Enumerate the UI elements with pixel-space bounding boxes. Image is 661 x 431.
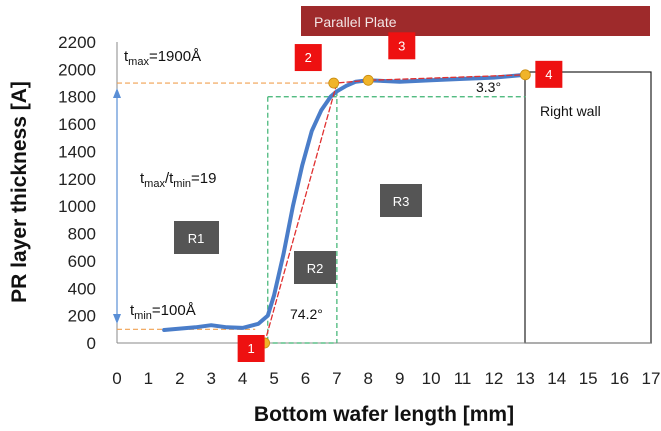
x-tick-label-3: 3 xyxy=(207,369,216,388)
x-tick-label-11: 11 xyxy=(454,369,472,388)
y-tick-label-3: 600 xyxy=(68,252,96,271)
y-tick-label-10: 2000 xyxy=(58,60,96,79)
parallel-plate-banner xyxy=(301,6,650,36)
shallow-angle-label: 3.3° xyxy=(476,79,501,95)
x-axis-title: Bottom wafer length [mm] xyxy=(254,403,514,426)
steep-angle-label: 74.2° xyxy=(290,306,323,322)
guide-lines xyxy=(117,82,526,344)
marker-label-3: 3 xyxy=(398,38,405,53)
x-tick-label-0: 0 xyxy=(112,369,121,388)
region-r3-label: R3 xyxy=(393,194,410,209)
x-tick-label-6: 6 xyxy=(301,369,310,388)
y-tick-label-0: 0 xyxy=(87,334,96,353)
y-tick-label-7: 1400 xyxy=(58,142,96,161)
x-tick-label-13: 13 xyxy=(516,369,535,388)
markers-group: 1 2 3 4 xyxy=(237,32,563,362)
marker-box-3 xyxy=(388,32,416,60)
marker-point-4 xyxy=(519,69,531,81)
x-tick-label-2: 2 xyxy=(175,369,184,388)
y-tick-label-5: 1000 xyxy=(58,197,96,216)
region-r3: R3 xyxy=(380,184,422,217)
fit-line xyxy=(263,74,527,344)
marker-label-2: 2 xyxy=(305,50,312,65)
y-tick-label-4: 800 xyxy=(68,225,96,244)
marker-box-2 xyxy=(294,44,322,72)
tmax-annotation: tmax=1900Å xyxy=(124,48,201,68)
x-tick-label-12: 12 xyxy=(484,369,503,388)
x-tick-label-5: 5 xyxy=(269,369,278,388)
y-tick-label-8: 1600 xyxy=(58,115,96,134)
x-tick-label-9: 9 xyxy=(395,369,404,388)
x-tick-labels: 0 1 2 3 4 5 6 7 8 9 10 11 12 13 14 15 16 17 xyxy=(112,369,660,388)
y-tick-label-1: 200 xyxy=(68,307,96,326)
x-tick-label-1: 1 xyxy=(144,369,153,388)
tmin-annotation: tmin=100Å xyxy=(130,302,196,322)
ratio-annotation: tmax/tmin=19 xyxy=(140,170,216,190)
thickness-curve xyxy=(162,72,528,332)
y-axis-title: PR layer thickness [A] xyxy=(8,81,31,303)
right-wall-box xyxy=(524,71,652,344)
marker-label-1: 1 xyxy=(248,341,255,356)
parallel-plate-label: Parallel Plate xyxy=(314,14,397,30)
x-tick-label-4: 4 xyxy=(238,369,247,388)
y-tick-label-11: 2200 xyxy=(58,33,96,52)
x-tick-label-16: 16 xyxy=(610,369,629,388)
region-r1: R1 xyxy=(174,221,219,254)
marker-label-4: 4 xyxy=(545,67,552,82)
y-tick-labels: 0 200 400 600 800 1000 1200 1400 1600 1800 2000 220… xyxy=(58,33,96,353)
x-tick-label-7: 7 xyxy=(332,369,341,388)
x-tick-label-8: 8 xyxy=(364,369,373,388)
region-r1-label: R1 xyxy=(188,231,205,246)
y-tick-label-6: 1200 xyxy=(58,170,96,189)
marker-point-3 xyxy=(362,74,374,86)
series-group xyxy=(162,72,528,344)
marker-box-1 xyxy=(237,335,265,362)
x-tick-label-17: 17 xyxy=(642,369,661,388)
thickness-range-arrow xyxy=(113,88,121,324)
region-r2: R2 xyxy=(294,251,336,284)
x-tick-label-14: 14 xyxy=(547,369,566,388)
region-r2-label: R2 xyxy=(307,261,324,276)
x-tick-label-15: 15 xyxy=(579,369,598,388)
right-wall-label: Right wall xyxy=(540,103,601,119)
y-tick-label-9: 1800 xyxy=(58,88,96,107)
marker-box-4 xyxy=(535,60,563,88)
y-tick-label-2: 400 xyxy=(68,279,96,298)
x-tick-label-10: 10 xyxy=(422,369,441,388)
marker-point-2 xyxy=(328,77,340,89)
